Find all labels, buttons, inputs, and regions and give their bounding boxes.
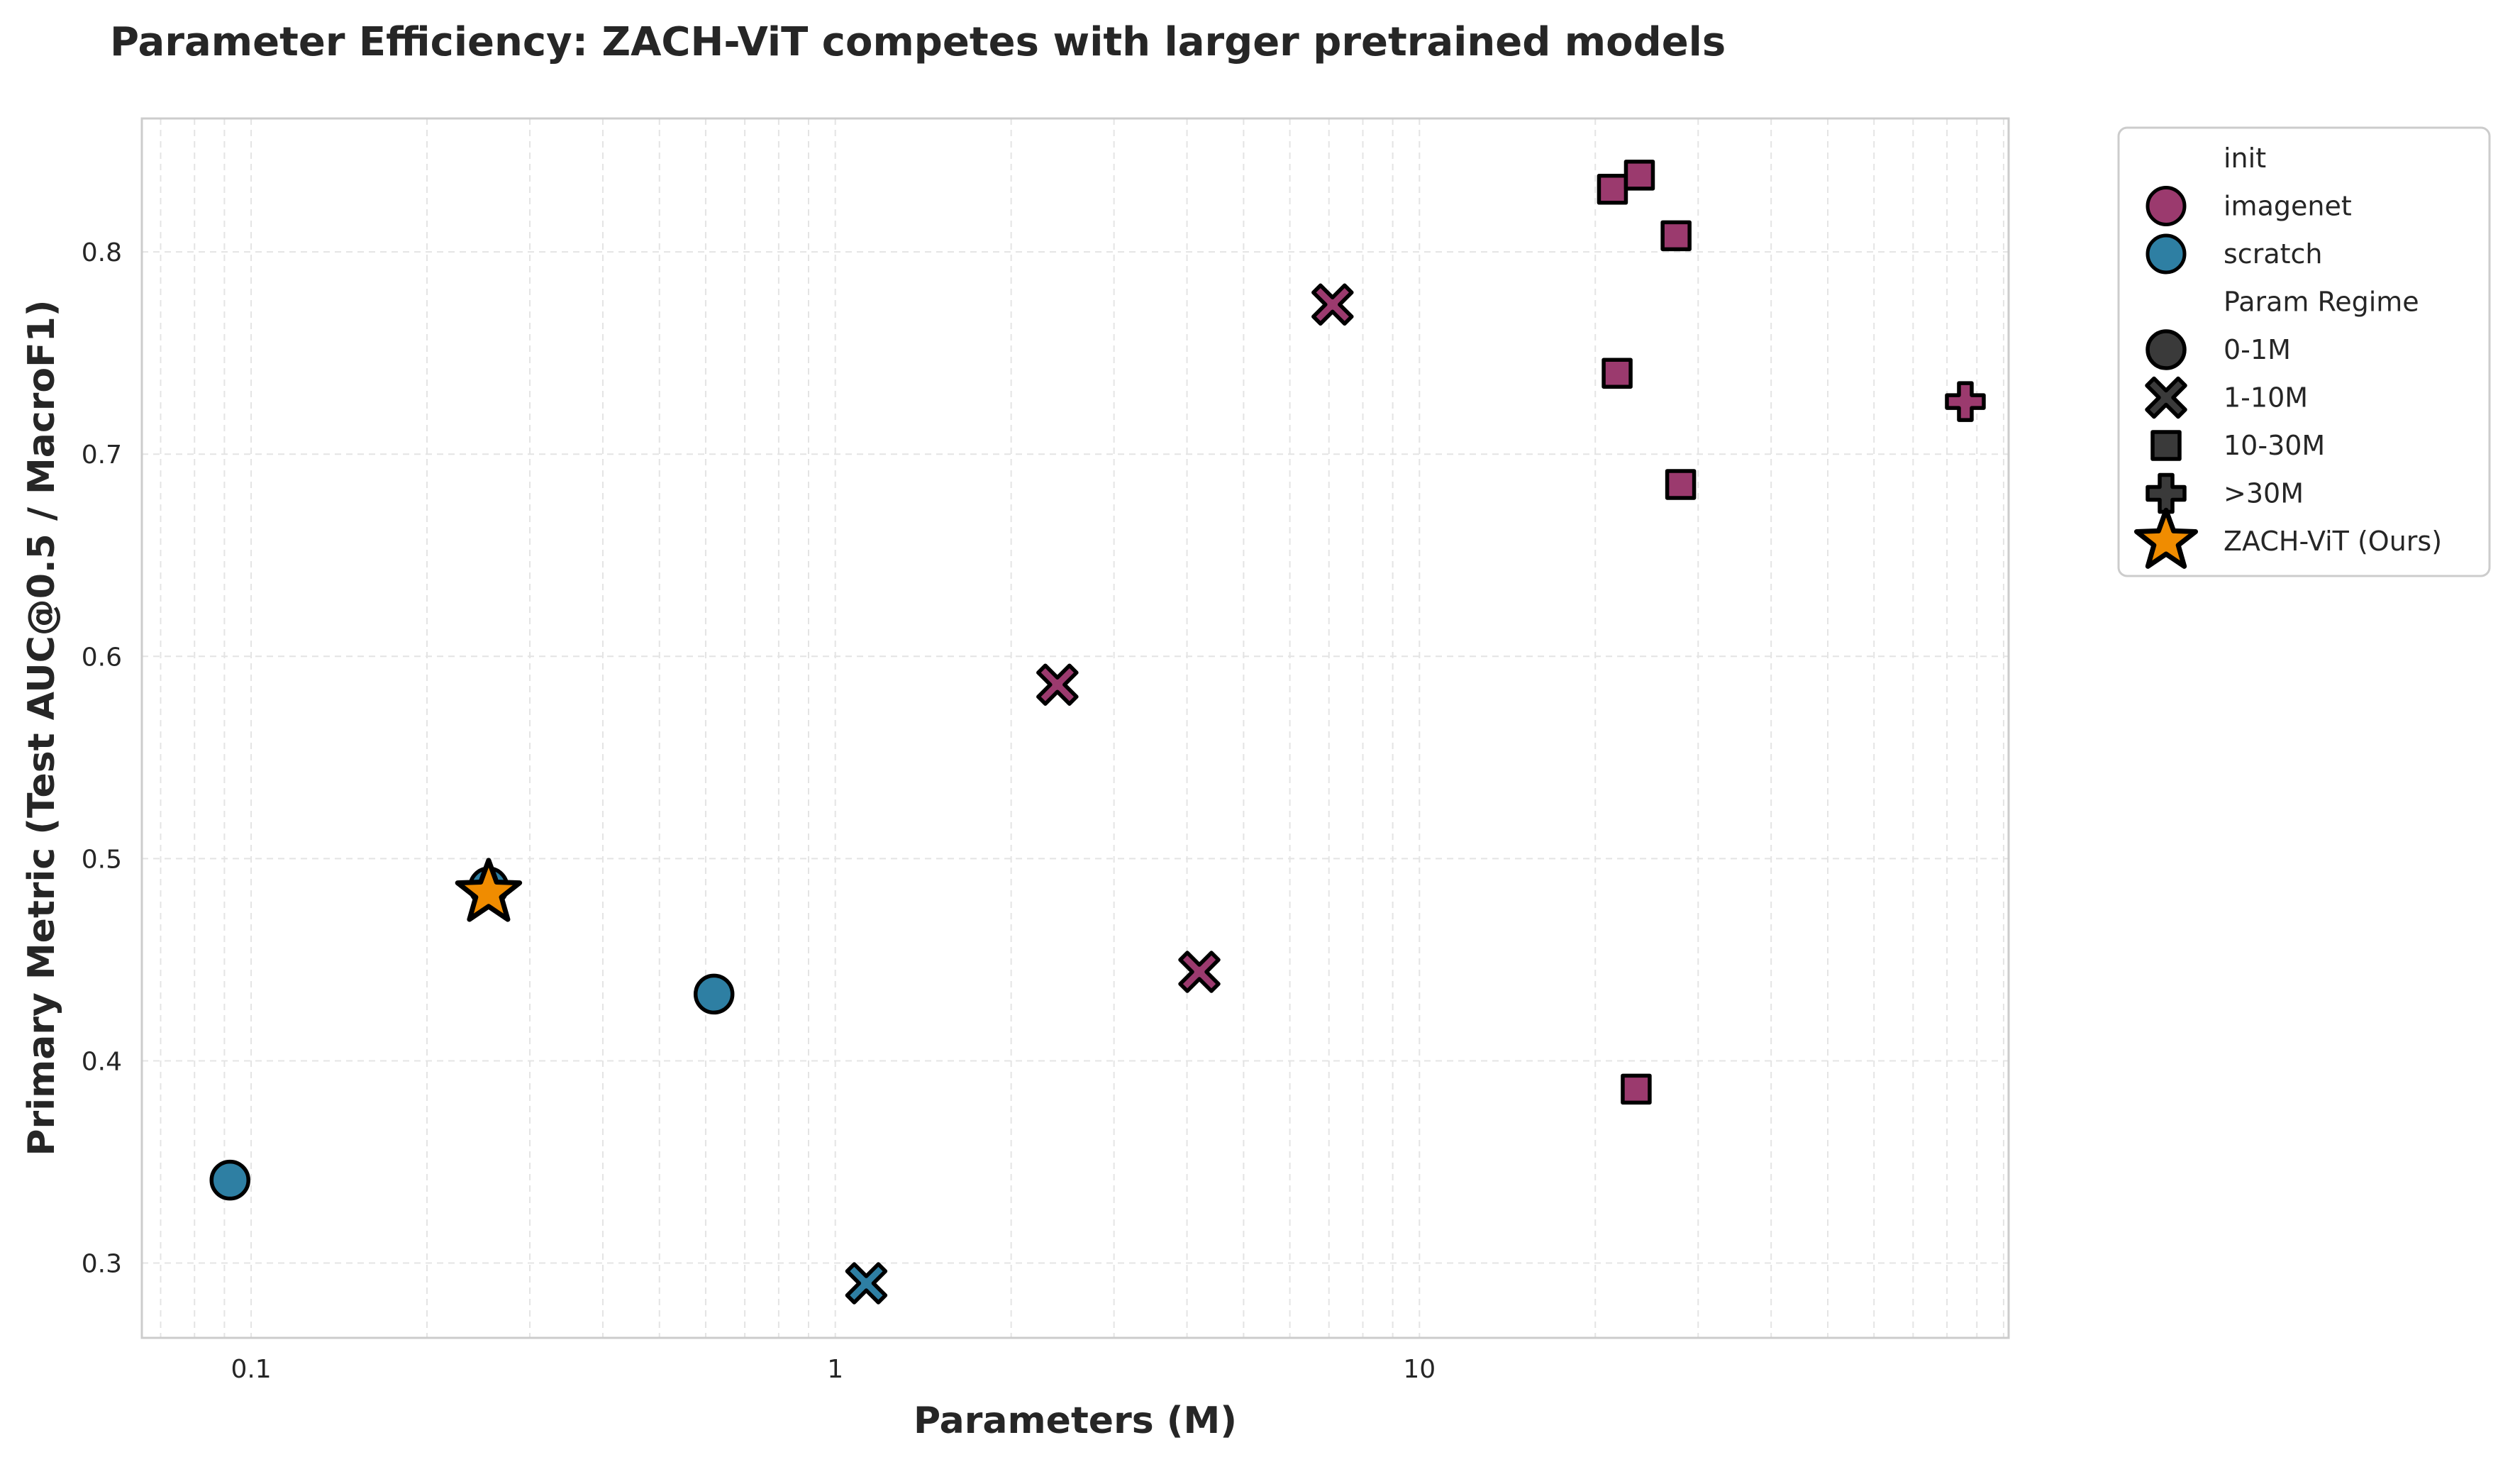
legend-marker-gt30M: [2146, 472, 2187, 514]
data-point-3: [693, 973, 735, 1015]
data-point-10: [1660, 220, 1692, 252]
legend-label: scratch: [2224, 238, 2322, 270]
plot-frame: [140, 117, 2010, 1339]
data-point-9: [1623, 160, 1655, 191]
grid: [142, 118, 2009, 1338]
data-point-11: [1602, 358, 1633, 389]
legend-label: imagenet: [2224, 191, 2352, 222]
data-point-8: [1597, 174, 1628, 205]
data-point-14: [1945, 381, 1986, 422]
x-tick-label: 1: [827, 1355, 843, 1384]
y-tick-label: 0.7: [82, 441, 122, 470]
y-tick-label: 0.8: [82, 238, 122, 267]
legend-marker-imagenet: [2146, 186, 2187, 226]
legend-label: ZACH-ViT (Ours): [2224, 526, 2442, 557]
legend-frame: [2117, 126, 2491, 577]
legend-marker-scratch: [2146, 233, 2187, 275]
data-point-13: [1621, 1073, 1652, 1105]
data-point-1: [209, 1159, 251, 1201]
data-point-4: [845, 1262, 888, 1305]
legend-label: >30M: [2224, 478, 2304, 509]
legend-marker-zach-vit-star: [2133, 507, 2199, 569]
y-tick-label: 0.6: [82, 643, 122, 672]
legend-label: 1-10M: [2224, 382, 2308, 414]
legend-marker-0-1M: [2146, 329, 2187, 370]
legend-label: 10-30M: [2224, 430, 2325, 461]
legend-header: Param Regime: [2224, 287, 2419, 318]
legend-header: init: [2224, 143, 2266, 174]
data-point-5: [1036, 663, 1079, 706]
x-tick-label: 0.1: [231, 1355, 271, 1384]
y-tick-label: 0.3: [82, 1250, 122, 1279]
data-points: [209, 160, 1986, 1305]
y-tick-label: 0.5: [82, 845, 122, 874]
x-axis-ticks: 0.1 1 10: [231, 1355, 1436, 1384]
y-axis-ticks: 0.3 0.4 0.5 0.6 0.7 0.8: [82, 238, 122, 1278]
data-point-7: [1311, 283, 1354, 326]
legend-marker-10-30M: [2150, 430, 2182, 461]
y-tick-label: 0.4: [82, 1047, 122, 1076]
data-point-6: [1178, 951, 1221, 993]
data-point-12: [1665, 469, 1697, 500]
legend-marker-1-10M: [2145, 376, 2187, 419]
x-tick-label: 10: [1403, 1355, 1436, 1384]
y-axis-label: Primary Metric (Test AUC@0.5 / MacroF1): [21, 299, 63, 1156]
x-axis-label: Parameters (M): [914, 1400, 1237, 1442]
legend: init imagenet scratch Param Regime 0-1M 1-10M…: [2117, 126, 2491, 577]
legend-label: 0-1M: [2224, 334, 2291, 365]
zach-vit-star-marker: [455, 858, 523, 922]
chart-title: Parameter Efficiency: ZACH-ViT competes …: [110, 19, 1726, 65]
